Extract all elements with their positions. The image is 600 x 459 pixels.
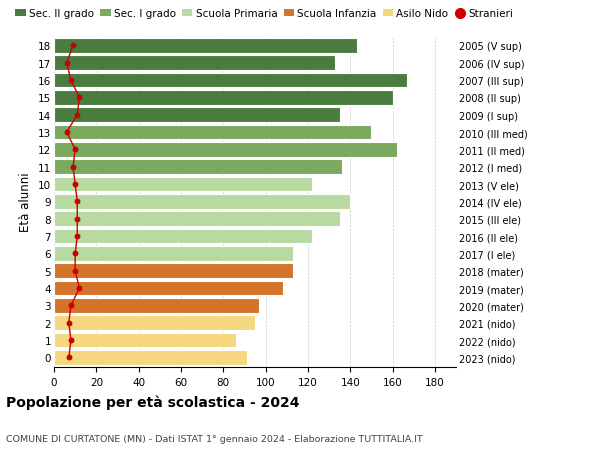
Bar	[54, 246, 293, 261]
Bar	[54, 281, 283, 296]
Bar	[54, 73, 407, 88]
Bar	[54, 264, 293, 279]
Point	[70, 181, 80, 188]
Point	[73, 233, 82, 240]
Bar	[54, 177, 312, 192]
Point	[64, 354, 74, 361]
Point	[73, 216, 82, 223]
Text: COMUNE DI CURTATONE (MN) - Dati ISTAT 1° gennaio 2024 - Elaborazione TUTTITALIA.: COMUNE DI CURTATONE (MN) - Dati ISTAT 1°…	[6, 434, 423, 442]
Bar	[54, 125, 371, 140]
Bar	[54, 56, 335, 71]
Point	[73, 198, 82, 206]
Bar	[54, 39, 356, 54]
Text: Popolazione per età scolastica - 2024: Popolazione per età scolastica - 2024	[6, 395, 299, 409]
Bar	[54, 195, 350, 209]
Point	[66, 337, 76, 344]
Point	[70, 250, 80, 257]
Bar	[54, 160, 342, 175]
Bar	[54, 229, 312, 244]
Legend: Sec. II grado, Sec. I grado, Scuola Primaria, Scuola Infanzia, Asilo Nido, Stran: Sec. II grado, Sec. I grado, Scuola Prim…	[11, 5, 517, 23]
Bar	[54, 212, 340, 227]
Point	[68, 43, 78, 50]
Bar	[54, 298, 259, 313]
Point	[62, 60, 71, 67]
Bar	[54, 91, 392, 106]
Bar	[54, 108, 340, 123]
Point	[74, 95, 84, 102]
Point	[73, 112, 82, 119]
Y-axis label: Età alunni: Età alunni	[19, 172, 32, 232]
Point	[68, 164, 78, 171]
Bar	[54, 143, 397, 157]
Point	[64, 319, 74, 327]
Point	[74, 285, 84, 292]
Point	[66, 302, 76, 309]
Bar	[54, 316, 255, 330]
Bar	[54, 350, 247, 365]
Point	[70, 146, 80, 154]
Bar	[54, 333, 236, 348]
Y-axis label: Anni di nascita: Anni di nascita	[598, 158, 600, 246]
Point	[70, 268, 80, 275]
Point	[62, 129, 71, 136]
Point	[66, 77, 76, 84]
